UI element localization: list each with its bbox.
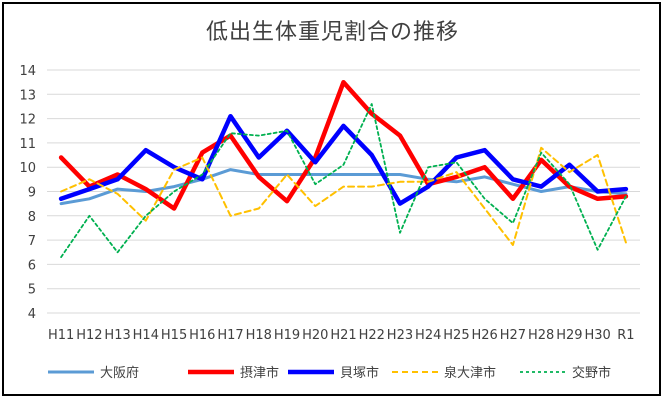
- y-tick-label: 4: [28, 307, 36, 322]
- x-tick-label: H15: [161, 328, 187, 343]
- x-tick-label: H13: [104, 328, 130, 343]
- series-line-2: [58, 113, 629, 206]
- y-tick-label: 8: [28, 210, 36, 225]
- legend-label: 摂津市: [240, 365, 279, 381]
- x-tick-label: H24: [415, 328, 441, 343]
- x-tick-label: H29: [556, 328, 582, 343]
- y-tick-label: 9: [28, 186, 36, 201]
- y-axis-ticks: 4 5 6 7 8 9 10 11 12 13 14: [19, 64, 36, 322]
- y-tick-label: 7: [28, 234, 36, 249]
- x-tick-label: H18: [246, 328, 272, 343]
- legend-label: 貝塚市: [340, 365, 379, 381]
- x-tick-label: H22: [359, 328, 385, 343]
- x-tick-label: H28: [528, 328, 554, 343]
- x-tick-label: H11: [48, 328, 74, 343]
- y-tick-label: 6: [28, 258, 36, 273]
- x-tick-label: H16: [189, 328, 215, 343]
- y-tick-label: 14: [19, 64, 36, 79]
- y-tick-label: 13: [19, 88, 36, 103]
- series-line-3: [60, 146, 627, 246]
- legend-label: 交野市: [572, 365, 611, 381]
- x-tick-label: H17: [217, 328, 243, 343]
- x-tick-label: H19: [274, 328, 300, 343]
- x-tick-label: H23: [387, 328, 413, 343]
- chart-frame: [2, 2, 661, 396]
- series-line-1: [58, 79, 629, 211]
- legend: 大阪府 摂津市 貝塚市 泉大津市 交野市: [48, 365, 611, 381]
- chart-title: 低出生体重児割合の推移: [205, 20, 459, 45]
- y-tick-label: 11: [19, 137, 36, 152]
- x-tick-label: H21: [330, 328, 356, 343]
- x-axis-ticks: H11 H12 H13 H14 H15 H16 H17 H18 H19 H20 H21 H22 H23 H…: [48, 328, 635, 343]
- series-lines: [58, 79, 629, 259]
- legend-label: 泉大津市: [444, 365, 496, 381]
- series-line-4: [60, 103, 627, 259]
- x-tick-label: H12: [76, 328, 102, 343]
- x-tick-label: H27: [500, 328, 526, 343]
- x-tick-label: H30: [584, 328, 610, 343]
- legend-label: 大阪府: [100, 366, 139, 381]
- y-tick-label: 5: [28, 283, 36, 298]
- series-line-0: [59, 168, 628, 206]
- x-tick-label: H25: [443, 328, 469, 343]
- y-tick-label: 12: [19, 113, 36, 128]
- y-tick-label: 10: [19, 161, 36, 176]
- x-tick-label: H26: [472, 328, 498, 343]
- x-tick-label: R1: [617, 328, 634, 343]
- x-tick-label: H20: [302, 328, 328, 343]
- x-tick-label: H14: [133, 328, 159, 343]
